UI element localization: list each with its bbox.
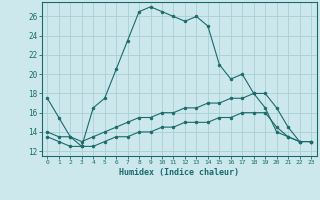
X-axis label: Humidex (Indice chaleur): Humidex (Indice chaleur) xyxy=(119,168,239,177)
